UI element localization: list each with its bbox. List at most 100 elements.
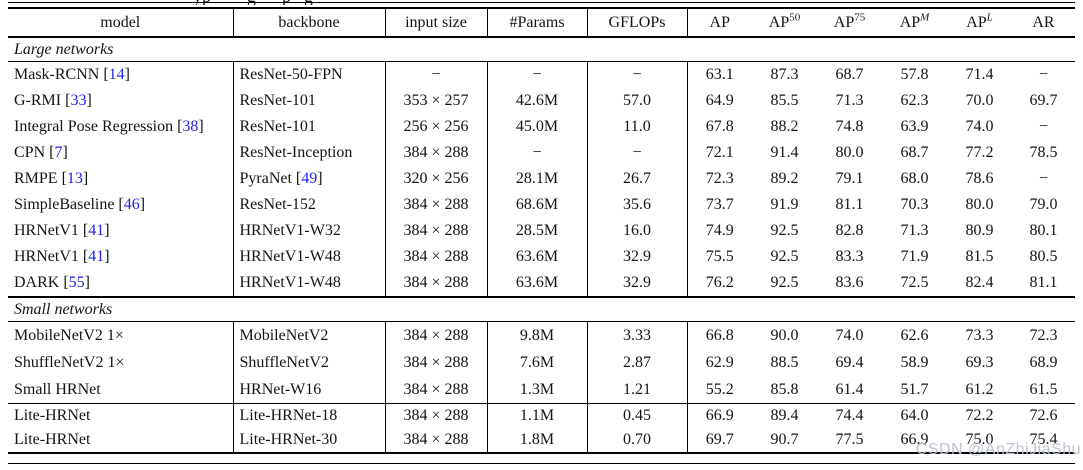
value-cell-ap: 55.2 xyxy=(705,380,734,398)
model-cell: ShuffleNetV2 1× xyxy=(8,349,234,376)
value-cell-apm: 62.3 xyxy=(900,92,929,109)
value-cell-apm: 68.7 xyxy=(900,144,929,161)
value-cell-ap50: 89.2 xyxy=(770,170,799,187)
citation-link[interactable]: 7 xyxy=(54,144,63,161)
value-cell-ap50: 87.3 xyxy=(770,66,799,83)
value-cell-ar: 75.4 xyxy=(1012,428,1075,454)
table-row: ShuffleNetV2 1× ShuffleNetV2 384 × 288 7.6M… xyxy=(8,349,1075,376)
value-cell-ar: − xyxy=(1038,170,1049,187)
value-cell-input: 256 × 256 xyxy=(385,114,488,140)
value-cell-ap50: 90.0 xyxy=(770,326,799,344)
table-top-thin-rule xyxy=(8,2,1075,3)
citation-link[interactable]: 49 xyxy=(301,170,318,187)
value-cell-ar: 68.9 xyxy=(1029,353,1058,371)
value-cell-ap50: 92.5 xyxy=(770,248,799,265)
value-cell-ap: 67.8 xyxy=(705,118,734,135)
column-header-params: #Params xyxy=(487,7,588,38)
results-table: model backbone input size #Params GFLOPs AP AP… xyxy=(8,7,1075,454)
value-cell-ar: 80.5 xyxy=(1029,248,1058,265)
value-cell-params: 45.0M xyxy=(487,114,588,140)
citation-link[interactable]: 14 xyxy=(108,66,125,83)
model-cell: Mask-RCNN [14] xyxy=(8,61,234,88)
table-row: HRNetV1 [41] HRNetV1-W32 384 × 288 28.5M 16.… xyxy=(8,218,1075,244)
value-cell-gflops: − xyxy=(587,140,688,166)
value-cell-input: 384 × 288 xyxy=(385,270,488,297)
value-cell-ap: 76.2 xyxy=(705,274,734,291)
value-cell-input: 384 × 288 xyxy=(385,403,488,428)
citation-link[interactable]: 46 xyxy=(123,196,140,213)
value-cell-input: 384 × 288 xyxy=(385,376,488,404)
value-cell-ar: 61.5 xyxy=(1029,380,1058,398)
value-cell-apl: 61.2 xyxy=(965,380,994,398)
value-cell-ap50: 91.9 xyxy=(770,196,799,213)
value-cell-ap: 64.9 xyxy=(705,92,734,109)
value-cell-ap50: 85.5 xyxy=(770,92,799,109)
citation-link[interactable]: 55 xyxy=(68,274,85,291)
backbone-cell: ResNet-101 xyxy=(233,88,386,114)
value-cell-ap: 74.9 xyxy=(705,222,734,239)
value-cell-apl: 69.3 xyxy=(965,353,994,371)
value-cell-apm: 71.3 xyxy=(900,222,929,239)
column-header-backbone: backbone xyxy=(233,7,386,38)
value-cell-ap: 66.9 xyxy=(687,403,752,428)
value-cell-apl: 75.0 xyxy=(947,428,1012,454)
value-cell-gflops: 26.7 xyxy=(587,166,688,192)
column-header-ap50: AP50 xyxy=(752,7,817,38)
section-label: Small networks xyxy=(8,296,1075,322)
value-cell-apm: 66.9 xyxy=(882,428,947,454)
model-cell: SimpleBaseline [46] xyxy=(8,192,234,218)
value-cell-params: 28.1M xyxy=(487,166,588,192)
value-cell-apl: 73.3 xyxy=(965,326,994,344)
value-cell-ap75: 83.3 xyxy=(835,248,864,265)
value-cell-ar: 80.1 xyxy=(1029,222,1058,239)
citation-link[interactable]: 38 xyxy=(182,118,199,135)
value-cell-apm: 70.3 xyxy=(900,196,929,213)
value-cell-ar: 72.6 xyxy=(1012,403,1075,428)
value-cell-params: − xyxy=(487,61,588,88)
column-header-ap: AP xyxy=(687,7,752,38)
table-row: Lite-HRNet Lite-HRNet-30 384 × 288 1.8M 0.70… xyxy=(8,428,1075,454)
value-cell-gflops: 0.45 xyxy=(587,403,688,428)
value-cell-ap: 62.9 xyxy=(705,353,734,371)
citation-link[interactable]: 13 xyxy=(66,170,83,187)
value-cell-input: 353 × 257 xyxy=(385,88,488,114)
value-cell-ar: 81.1 xyxy=(1029,274,1058,291)
citation-link[interactable]: 41 xyxy=(88,222,105,239)
table-row: MobileNetV2 1× MobileNetV2 384 × 288 9.8M 3.… xyxy=(8,321,1075,349)
value-cell-input: 320 × 256 xyxy=(385,166,488,192)
value-cell-params: 63.6M xyxy=(487,270,588,297)
value-cell-ar: 72.3 xyxy=(1029,326,1058,344)
value-cell-gflops: 57.0 xyxy=(587,88,688,114)
table-row: RMPE [13] PyraNet [49] 320 × 256 28.1M 26.7 7… xyxy=(8,166,1075,192)
value-cell-apm: 68.0 xyxy=(900,170,929,187)
value-cell-apl: 74.0 xyxy=(965,118,994,135)
backbone-cell: ResNet-152 xyxy=(233,192,386,218)
value-cell-ap75: 82.8 xyxy=(835,222,864,239)
citation-link[interactable]: 41 xyxy=(88,248,105,265)
backbone-cell: PyraNet [49] xyxy=(233,166,386,192)
model-cell: Integral Pose Regression [38] xyxy=(8,114,234,140)
value-cell-gflops: 2.87 xyxy=(587,349,688,376)
value-cell-ap75: 69.4 xyxy=(835,353,864,371)
model-cell: DARK [55] xyxy=(8,270,234,297)
value-cell-apl: 70.0 xyxy=(965,92,994,109)
value-cell-apm: 72.5 xyxy=(900,274,929,291)
table-row: G-RMI [33] ResNet-101 353 × 257 42.6M 57.0 64… xyxy=(8,88,1075,114)
backbone-cell: Lite-HRNet-18 xyxy=(233,403,386,428)
citation-link[interactable]: 33 xyxy=(70,92,87,109)
value-cell-input: 384 × 288 xyxy=(385,244,488,270)
value-cell-gflops: 16.0 xyxy=(587,218,688,244)
table-row: Lite-HRNet Lite-HRNet-18 384 × 288 1.1M 0.45… xyxy=(8,403,1075,428)
column-header-model: model xyxy=(8,7,234,38)
value-cell-params: 7.6M xyxy=(487,349,588,376)
value-cell-params: 63.6M xyxy=(487,244,588,270)
table-row: Mask-RCNN [14] ResNet-50-FPN − − −63.1 87.3 68… xyxy=(8,61,1075,88)
value-cell-apm: 71.9 xyxy=(900,248,929,265)
backbone-cell: ShuffleNetV2 xyxy=(233,349,386,376)
value-cell-input: 384 × 288 xyxy=(385,428,488,454)
value-cell-params: − xyxy=(487,140,588,166)
backbone-cell: MobileNetV2 xyxy=(233,321,386,349)
value-cell-ar: 79.0 xyxy=(1029,196,1058,213)
value-cell-input: 384 × 288 xyxy=(385,192,488,218)
value-cell-apm: 58.9 xyxy=(900,353,929,371)
